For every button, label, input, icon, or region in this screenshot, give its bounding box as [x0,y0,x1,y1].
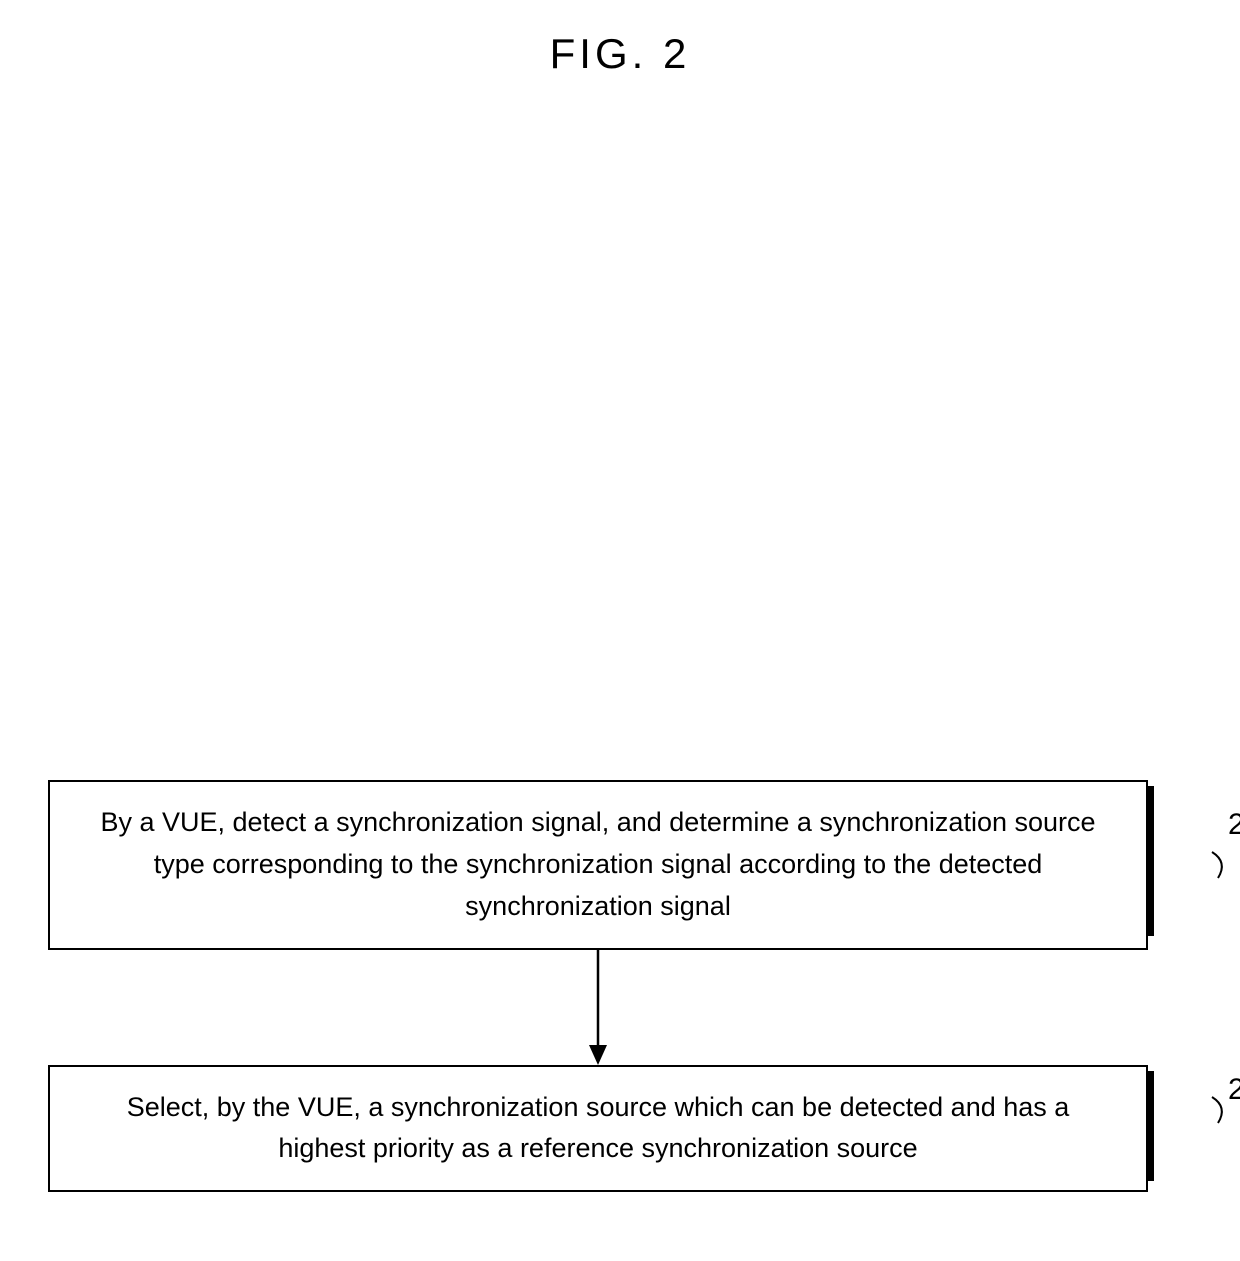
flow-step-1-label: 210 [1228,808,1240,842]
label-curve-1 [1210,850,1240,880]
flow-step-2-wrapper: Select, by the VUE, a synchronization so… [48,1065,1198,1193]
flow-step-2: Select, by the VUE, a synchronization so… [48,1065,1148,1193]
flow-step-1: By a VUE, detect a synchronization signa… [48,780,1148,950]
figure-title: FIG. 2 [550,30,691,78]
flow-step-1-text: By a VUE, detect a synchronization signa… [100,807,1095,921]
flow-step-2-text: Select, by the VUE, a synchronization so… [127,1092,1070,1164]
flow-step-2-label: 220 [1228,1073,1240,1107]
flow-step-1-wrapper: By a VUE, detect a synchronization signa… [48,780,1198,950]
flowchart: By a VUE, detect a synchronization signa… [48,780,1198,1192]
arrow-1 [48,950,1148,1065]
